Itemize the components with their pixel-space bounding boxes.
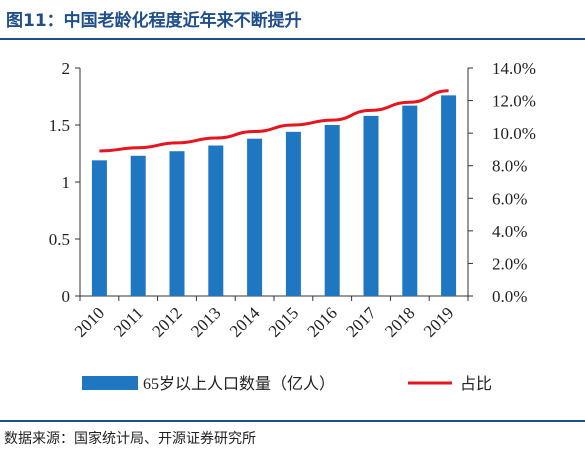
bar [324, 125, 340, 296]
left-tick-label: 2 [62, 59, 71, 78]
legend-bar-label: 65岁以上人口数量（亿人） [143, 375, 335, 393]
bar [169, 151, 185, 296]
right-tick-label: 0.0% [492, 287, 527, 306]
right-tick-label: 8.0% [492, 157, 527, 176]
left-tick-label: 0.5 [49, 230, 70, 249]
source-note: 数据来源：国家统计局、开源证券研究所 [4, 431, 256, 447]
left-tick-label: 1.5 [49, 116, 70, 135]
right-tick-label: 14.0% [492, 59, 536, 78]
right-tick-label: 2.0% [492, 254, 527, 273]
right-tick-label: 12.0% [492, 92, 536, 111]
left-tick-label: 0 [62, 287, 71, 306]
right-tick-label: 4.0% [492, 222, 527, 241]
bar [208, 145, 224, 296]
bar-line-chart: 0 0.5 1 1.5 2 0.0% 2.0% 4.0% 6.0% 8.0% 10.0% 12.0% 1… [49, 59, 536, 393]
bar [402, 105, 418, 297]
bar [363, 115, 379, 296]
x-tick-label: 2010 [71, 303, 108, 340]
x-tick-label: 2013 [187, 303, 224, 340]
ratio-line [99, 89, 449, 153]
x-tick-label: 2014 [226, 303, 264, 341]
x-tick-label: 2018 [381, 303, 418, 340]
x-tick-label: 2017 [342, 303, 380, 341]
x-tick-label: 2019 [420, 303, 457, 340]
x-tick-label: 2012 [148, 303, 185, 340]
right-tick-label: 6.0% [492, 189, 527, 208]
bar-series [91, 95, 457, 297]
bar [91, 160, 107, 296]
x-tick-label: 2011 [110, 303, 147, 340]
title-divider [0, 38, 585, 40]
bar [130, 155, 146, 296]
x-tick-label: 2015 [265, 303, 302, 340]
bar [441, 95, 457, 296]
bar [247, 138, 263, 296]
legend-bar-swatch [82, 376, 138, 390]
legend: 65岁以上人口数量（亿人） 占比 [82, 375, 492, 393]
footer-divider [0, 420, 585, 422]
figure-title: 图11：中国老龄化程度近年来不断提升 [6, 11, 302, 31]
left-tick-label: 1 [62, 173, 71, 192]
bar [285, 131, 301, 296]
line-series [99, 89, 449, 153]
legend-line-label: 占比 [460, 375, 492, 393]
x-tick-label: 2016 [304, 303, 341, 340]
right-tick-label: 10.0% [492, 124, 536, 143]
